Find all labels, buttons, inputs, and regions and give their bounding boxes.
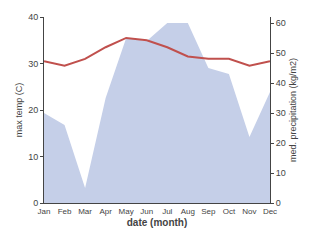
svg-text:10: 10 [28,152,38,162]
svg-text:Jul: Jul [162,207,172,216]
svg-text:Jun: Jun [140,207,153,216]
svg-text:max temp (C): max temp (C) [14,83,24,138]
svg-text:0: 0 [33,198,38,208]
svg-text:30: 30 [28,59,38,69]
svg-text:Feb: Feb [58,207,72,216]
svg-text:10: 10 [276,168,286,178]
svg-text:med. precipitation (kg/m2): med. precipitation (kg/m2) [288,58,298,162]
svg-text:30: 30 [276,108,286,118]
svg-text:Mar: Mar [78,207,92,216]
svg-text:May: May [119,207,134,216]
svg-text:60: 60 [276,18,286,28]
svg-text:Jan: Jan [38,207,51,216]
svg-text:0: 0 [276,198,281,208]
svg-text:20: 20 [276,138,286,148]
svg-text:Aug: Aug [181,207,195,216]
svg-text:Apr: Apr [99,207,112,216]
svg-text:Sep: Sep [201,207,216,216]
svg-text:Oct: Oct [223,207,236,216]
svg-text:50: 50 [276,48,286,58]
svg-text:40: 40 [276,78,286,88]
svg-text:date (month): date (month) [127,217,188,228]
svg-text:Dec: Dec [263,207,277,216]
svg-text:Nov: Nov [242,207,256,216]
svg-text:40: 40 [28,12,38,22]
svg-text:20: 20 [28,105,38,115]
